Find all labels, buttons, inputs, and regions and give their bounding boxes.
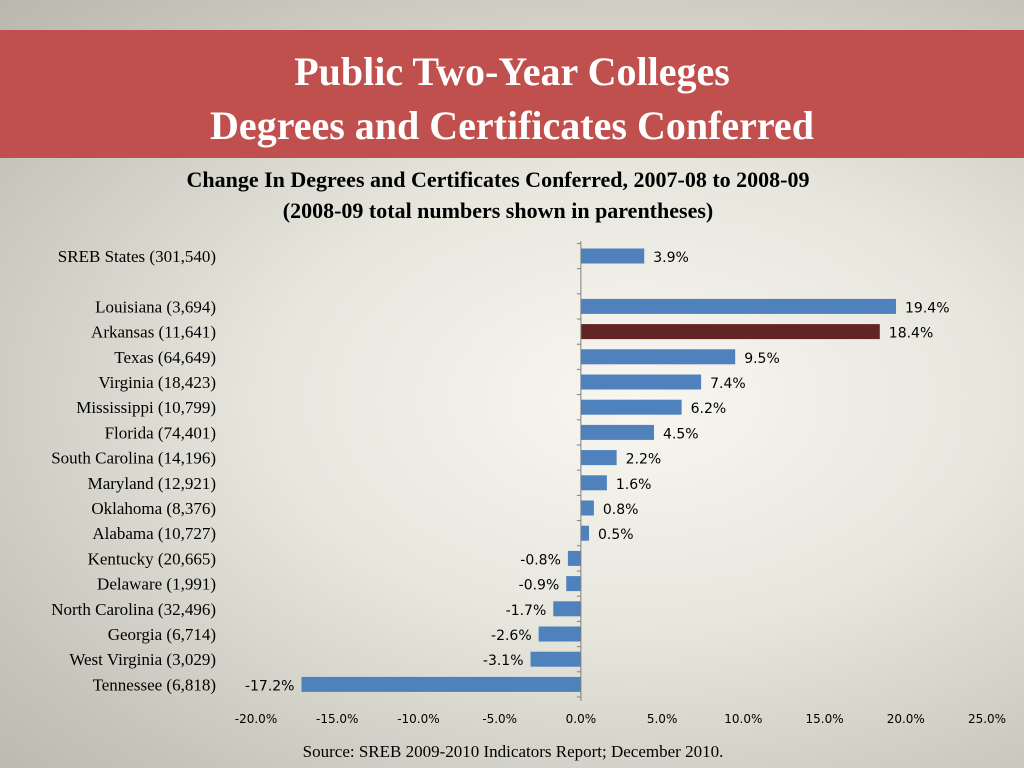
- chart-subtitle: (2008-09 total numbers shown in parenthe…: [282, 198, 714, 223]
- bar-11: [567, 550, 581, 566]
- category-label-6: Florida (74,401): [105, 423, 216, 442]
- data-label-1: 19.4%: [905, 300, 949, 316]
- bar-7: [580, 450, 617, 466]
- x-tick-label-0: -20.0%: [235, 712, 277, 726]
- data-label-16: -17.2%: [245, 678, 295, 694]
- data-label-8: 1.6%: [616, 477, 652, 493]
- category-label-9: Oklahoma (8,376): [91, 499, 216, 518]
- category-label-10: Alabama (10,727): [92, 524, 216, 543]
- data-label-4: 7.4%: [710, 376, 746, 392]
- category-label-13: North Carolina (32,496): [51, 600, 216, 619]
- bar-12: [566, 576, 581, 592]
- data-label-12: -0.9%: [519, 578, 560, 594]
- x-tick-label-8: 20.0%: [887, 712, 925, 726]
- data-label-7: 2.2%: [626, 452, 662, 468]
- category-label-1: Louisiana (3,694): [95, 297, 216, 316]
- category-label-3: Texas (64,649): [114, 348, 216, 367]
- category-label-2: Arkansas (11,641): [91, 323, 216, 342]
- x-tick-label-2: -10.0%: [397, 712, 439, 726]
- source-note: Source: SREB 2009-2010 Indicators Report…: [302, 742, 724, 761]
- bar-2: [580, 324, 880, 340]
- data-label-11: -0.8%: [520, 552, 561, 568]
- category-label-5: Mississippi (10,799): [76, 398, 216, 417]
- data-label-15: -3.1%: [483, 653, 524, 669]
- x-tick-label-1: -15.0%: [316, 712, 358, 726]
- data-label-0: 3.9%: [653, 250, 689, 266]
- bar-6: [580, 424, 654, 440]
- data-label-5: 6.2%: [691, 401, 727, 417]
- chart-title: Change In Degrees and Certificates Confe…: [186, 167, 810, 192]
- category-label-14: Georgia (6,714): [108, 625, 216, 644]
- data-label-2: 18.4%: [889, 326, 933, 342]
- bar-3: [580, 349, 736, 365]
- data-label-13: -1.7%: [506, 603, 547, 619]
- category-label-7: South Carolina (14,196): [51, 449, 216, 468]
- bar-1: [580, 298, 897, 314]
- bar-5: [580, 399, 682, 415]
- x-tick-label-6: 10.0%: [724, 712, 762, 726]
- x-tick-label-5: 5.0%: [647, 712, 678, 726]
- bar-8: [580, 475, 607, 491]
- x-tick-label-4: 0.0%: [566, 712, 597, 726]
- category-label-4: Virginia (18,423): [98, 373, 216, 392]
- bar-15: [530, 651, 581, 667]
- data-label-3: 9.5%: [744, 351, 780, 367]
- title-line-2: Degrees and Certificates Conferred: [210, 103, 814, 148]
- x-tick-label-9: 25.0%: [968, 712, 1006, 726]
- data-label-9: 0.8%: [603, 502, 639, 518]
- data-label-6: 4.5%: [663, 426, 699, 442]
- category-label-8: Maryland (12,921): [88, 474, 216, 493]
- bar-14: [538, 626, 581, 642]
- category-label-15: West Virginia (3,029): [69, 650, 216, 669]
- bar-9: [580, 500, 594, 516]
- x-tick-label-3: -5.0%: [482, 712, 517, 726]
- x-tick-label-7: 15.0%: [805, 712, 843, 726]
- bar-10: [580, 525, 590, 541]
- bar-0: [580, 248, 645, 264]
- title-banner: Public Two-Year Colleges Degrees and Cer…: [0, 30, 1024, 158]
- bar-13: [553, 601, 581, 617]
- category-label-0: SREB States (301,540): [58, 247, 216, 266]
- category-label-11: Kentucky (20,665): [88, 549, 216, 568]
- data-label-10: 0.5%: [598, 527, 634, 543]
- bar-16: [301, 676, 581, 692]
- bar-4: [580, 374, 702, 390]
- category-label-12: Delaware (1,991): [97, 575, 216, 594]
- data-label-14: -2.6%: [491, 628, 532, 644]
- category-label-16: Tennessee (6,818): [93, 675, 216, 694]
- title-line-1: Public Two-Year Colleges: [294, 49, 730, 94]
